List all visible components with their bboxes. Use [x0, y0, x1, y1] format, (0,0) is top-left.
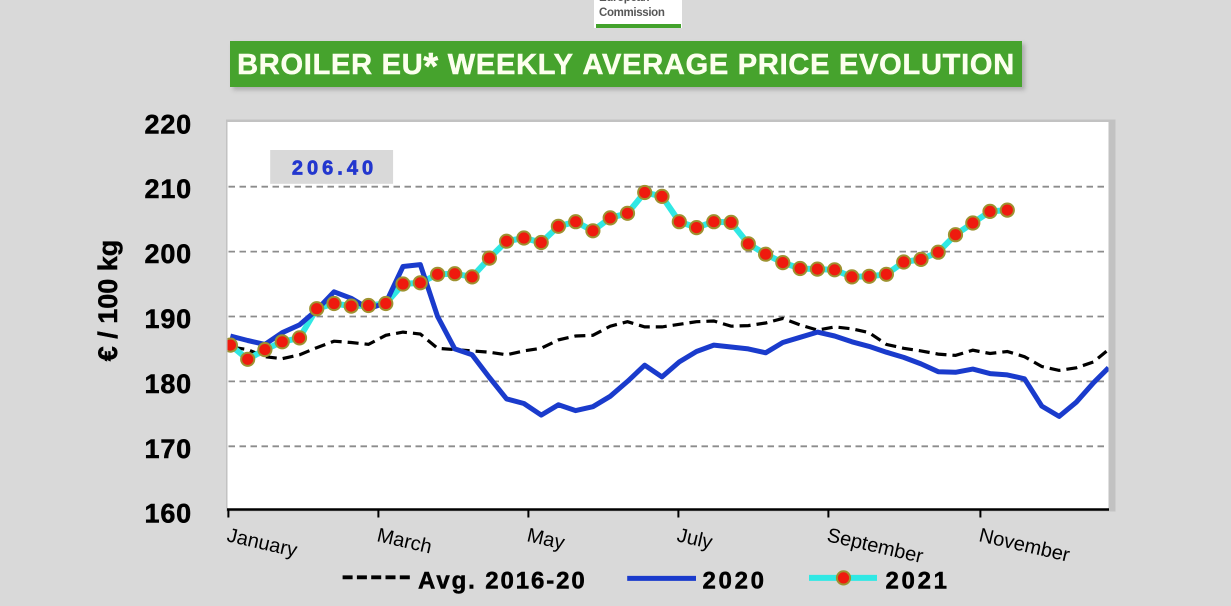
svg-text:January: January: [225, 524, 299, 561]
svg-text:160: 160: [145, 499, 192, 529]
svg-text:July: July: [675, 524, 715, 553]
svg-text:September: September: [825, 524, 926, 568]
svg-text:190: 190: [145, 304, 192, 334]
svg-text:180: 180: [145, 369, 192, 399]
svg-text:2020: 2020: [703, 568, 767, 595]
svg-text:May: May: [525, 524, 567, 554]
svg-text:€ / 100 kg: € / 100 kg: [93, 240, 123, 362]
svg-text:2021: 2021: [886, 568, 950, 595]
svg-text:220: 220: [145, 109, 192, 139]
svg-text:200: 200: [145, 239, 192, 269]
svg-text:March: March: [375, 524, 434, 558]
svg-text:170: 170: [145, 434, 192, 464]
svg-text:Avg. 2016-20: Avg. 2016-20: [418, 568, 587, 595]
svg-text:206.40: 206.40: [292, 157, 377, 179]
svg-text:November: November: [977, 524, 1072, 566]
svg-text:210: 210: [145, 174, 192, 204]
